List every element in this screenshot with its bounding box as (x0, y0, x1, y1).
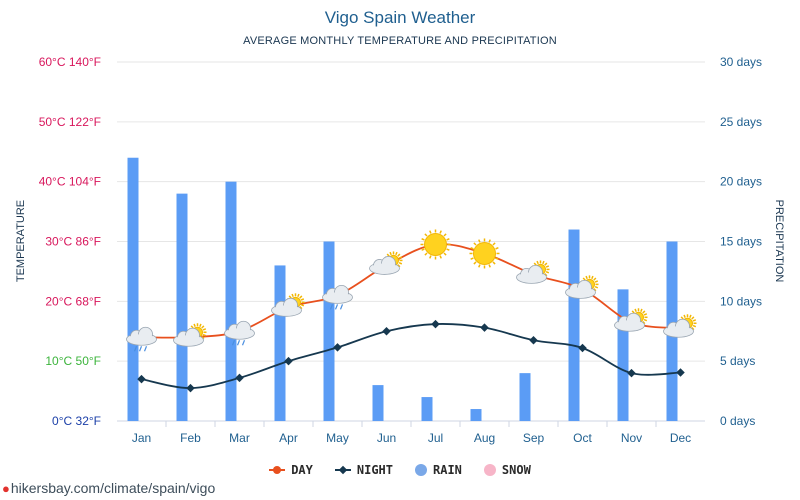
rain-bar (470, 409, 482, 421)
legend-item-rain[interactable]: RAIN (415, 463, 462, 477)
location-pin-icon: ● (2, 481, 10, 496)
night-point (578, 343, 587, 353)
night-point (235, 373, 244, 383)
rain-bar (323, 241, 335, 421)
night-point (480, 323, 489, 332)
legend-item-day[interactable]: DAY (269, 463, 313, 477)
x-tick-label: Feb (180, 431, 201, 445)
rain-bar (176, 193, 188, 421)
x-tick-label: Jan (132, 431, 151, 445)
left-tick-label: 40°C 104°F (39, 175, 101, 189)
x-tick-label: Oct (573, 431, 592, 445)
rain-bar (617, 289, 629, 421)
rain-bar (274, 265, 286, 421)
cloud-sun-icon (516, 260, 550, 284)
legend-rain-label: RAIN (433, 463, 462, 477)
night-line (141, 323, 681, 389)
x-tick-label: Aug (474, 431, 495, 445)
cloud-rain-icon (126, 326, 157, 352)
legend-day-swatch (269, 466, 286, 474)
legend-item-snow[interactable]: SNOW (483, 463, 531, 477)
rain-bar (568, 229, 580, 421)
rain-bar (225, 181, 237, 421)
right-axis-title: PRECIPITATION (773, 200, 785, 283)
night-point (529, 335, 538, 345)
x-tick-label: Jun (377, 431, 396, 445)
legend-item-night[interactable]: NIGHT (334, 463, 393, 477)
night-point (137, 374, 146, 384)
right-tick-label: 5 days (720, 354, 755, 368)
chart-title: Vigo Spain Weather (324, 8, 476, 27)
source-text: hikersbay.com/climate/spain/vigo (10, 480, 216, 496)
right-tick-label: 10 days (720, 294, 762, 308)
right-tick-label: 30 days (720, 55, 762, 69)
cloud-sun-icon (663, 314, 697, 338)
rain-bar (127, 157, 139, 421)
night-point (676, 368, 685, 377)
x-tick-label: Apr (279, 431, 298, 445)
legend-night-label: NIGHT (356, 463, 393, 477)
right-tick-label: 20 days (720, 175, 762, 189)
rain-bar (372, 385, 384, 421)
legend-rain-swatch (415, 464, 427, 476)
cloud-rain-icon (224, 320, 255, 346)
right-tick-label: 0 days (720, 414, 755, 428)
night-point (431, 319, 440, 329)
night-point (627, 368, 636, 378)
x-tick-label: Mar (229, 431, 250, 445)
legend-snow-label: SNOW (501, 463, 531, 477)
x-tick-label: Jul (428, 431, 443, 445)
rain-bar (421, 397, 433, 421)
legend-night-swatch (334, 465, 351, 475)
cloud-sun-icon (614, 308, 648, 332)
right-tick-label: 25 days (720, 115, 762, 129)
cloud-sun-icon (173, 323, 207, 347)
x-tick-label: Dec (670, 431, 691, 445)
cloud-rain-icon (322, 284, 353, 310)
source-link[interactable]: ●hikersbay.com/climate/spain/vigo (2, 480, 215, 496)
left-tick-label: 0°C 32°F (52, 414, 101, 428)
left-tick-label: 50°C 122°F (39, 115, 101, 129)
cloud-sun-icon (369, 251, 403, 275)
cloud-sun-icon (271, 293, 305, 317)
left-tick-label: 20°C 68°F (45, 294, 101, 308)
legend-snow-swatch (483, 464, 496, 476)
night-point (333, 343, 342, 352)
chart-legend: DAY NIGHT RAIN SNOW (0, 463, 800, 477)
day-line (141, 243, 681, 339)
sun-icon (469, 238, 500, 269)
x-tick-label: May (326, 431, 349, 445)
night-point (382, 327, 391, 336)
left-tick-label: 30°C 86°F (45, 235, 101, 249)
night-point (186, 383, 195, 393)
sun-icon (420, 229, 451, 260)
x-tick-label: Sep (523, 431, 545, 445)
x-tick-label: Nov (621, 431, 642, 445)
cloud-sun-icon (565, 275, 599, 299)
left-tick-label: 60°C 140°F (39, 55, 101, 69)
right-tick-label: 15 days (720, 235, 762, 249)
rain-bar (519, 373, 531, 421)
chart-subtitle: AVERAGE MONTHLY TEMPERATURE AND PRECIPIT… (243, 35, 557, 47)
night-point (284, 356, 293, 366)
left-tick-label: 10°C 50°F (45, 354, 101, 368)
left-axis-title: TEMPERATURE (15, 200, 27, 282)
legend-day-label: DAY (291, 463, 313, 477)
